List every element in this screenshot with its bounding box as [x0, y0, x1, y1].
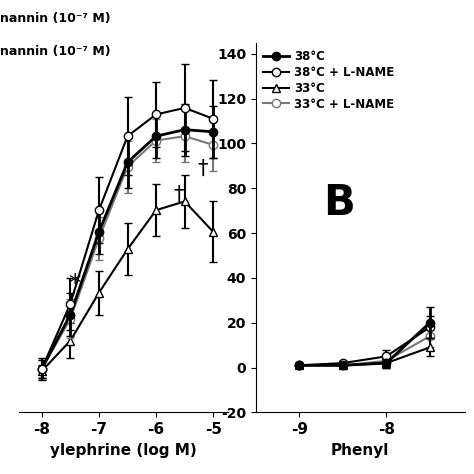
X-axis label: ylephrine (log M): ylephrine (log M) [50, 443, 197, 458]
X-axis label: Phenyl: Phenyl [331, 443, 390, 458]
Text: B: B [323, 182, 355, 224]
Legend: 38°C, 38°C + L-NAME, 33°C, 33°C + L-NAME: 38°C, 38°C + L-NAME, 33°C, 33°C + L-NAME [262, 48, 395, 112]
Text: *: * [69, 272, 81, 296]
Text: nannin (10⁻⁷ M): nannin (10⁻⁷ M) [0, 12, 110, 25]
Text: †: † [198, 159, 208, 179]
Text: nannin (10⁻⁷ M): nannin (10⁻⁷ M) [0, 45, 110, 58]
Text: †: † [173, 185, 184, 205]
